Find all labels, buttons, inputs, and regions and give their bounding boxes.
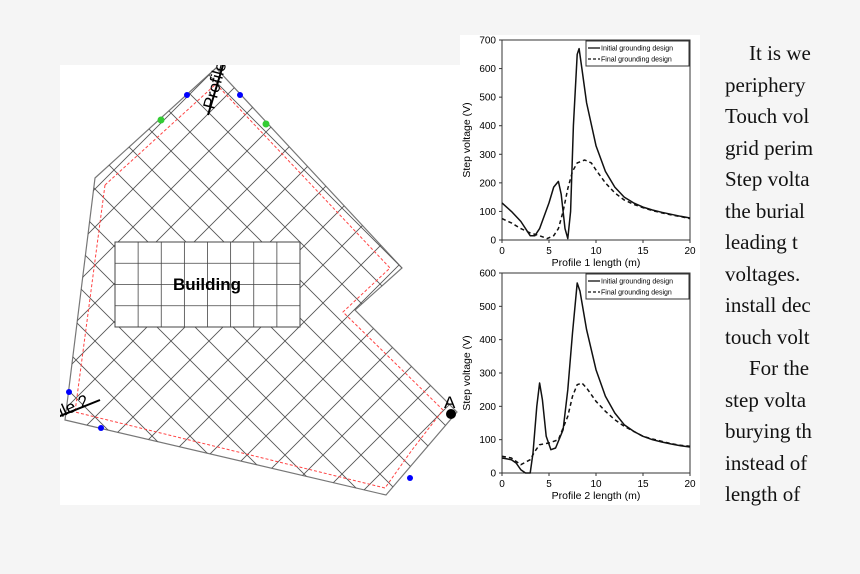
y-tick-label: 600 <box>479 269 496 280</box>
text-line: burying th <box>725 419 812 443</box>
point-a-label: A <box>444 393 456 412</box>
text-line: Step volta <box>725 167 810 191</box>
y-tick-label: 200 <box>479 178 496 189</box>
y-tick-label: 0 <box>490 236 496 247</box>
x-axis-label: Profile 1 length (m) <box>552 257 641 269</box>
text-line: the burial <box>725 198 805 223</box>
text-line: length of <box>725 482 801 506</box>
x-tick-label: 10 <box>590 479 602 490</box>
y-tick-label: 300 <box>479 150 496 161</box>
y-axis-label: Step voltage (V) <box>461 335 473 410</box>
x-tick-label: 20 <box>684 479 696 490</box>
y-tick-label: 300 <box>479 369 496 380</box>
grid-line <box>310 355 457 495</box>
x-tick-label: 20 <box>684 246 696 257</box>
text-line: periphery <box>725 72 806 97</box>
y-tick-label: 700 <box>479 36 496 47</box>
grid-line <box>122 68 457 403</box>
perimeter-conductor <box>74 83 444 489</box>
y-axis-label: Step voltage (V) <box>461 102 473 177</box>
y-tick-label: 100 <box>479 435 496 446</box>
x-tick-label: 0 <box>499 246 505 257</box>
text-line: touch volt <box>725 324 810 349</box>
x-tick-label: 10 <box>590 246 602 257</box>
legend-entry: Initial grounding design <box>601 46 673 53</box>
legend: Initial grounding design Final grounding … <box>585 273 690 300</box>
grid-line <box>65 68 106 111</box>
grid-line <box>426 68 457 99</box>
grid-line <box>65 68 258 263</box>
legend-entry: Final grounding design <box>601 57 672 64</box>
grid-line <box>274 68 457 251</box>
grid-line <box>388 68 457 137</box>
y-tick-label: 0 <box>490 469 496 480</box>
step-voltage-charts: 0 5 10 15 20 0 100 200 300 400 500 600 700 Profile 1 … <box>460 35 700 505</box>
legend: Initial grounding design Final grounding … <box>585 40 690 67</box>
point-a-marker <box>446 409 456 419</box>
y-tick-label: 100 <box>479 207 496 218</box>
text-line: instead of <box>725 450 808 475</box>
y-tick-label: 400 <box>479 121 496 132</box>
grid-line <box>65 153 412 495</box>
grid-line <box>312 68 457 213</box>
series-line-initial <box>501 282 691 474</box>
legend-entry: Final grounding design <box>601 290 672 297</box>
legend-entry: Initial grounding design <box>601 279 673 286</box>
x-tick-label: 5 <box>546 246 552 257</box>
series-line-initial <box>501 47 691 240</box>
grid-line <box>65 457 108 495</box>
grid-line <box>120 165 457 495</box>
x-axis-label: Profile 2 length (m) <box>552 490 641 502</box>
y-tick-label: 400 <box>479 335 496 346</box>
profile-2-label: Profile 2 <box>60 391 92 434</box>
grid-line <box>424 469 457 495</box>
grid-line <box>350 68 457 175</box>
x-tick-label: 0 <box>499 479 505 490</box>
grid-line <box>386 431 457 495</box>
grid-line <box>65 68 372 377</box>
text-line: It is we <box>749 41 811 65</box>
rod-markers <box>66 92 413 481</box>
grid-line <box>65 68 68 73</box>
y-tick-label: 500 <box>479 93 496 104</box>
text-line: voltages. <box>725 261 801 286</box>
building-label: Building <box>173 275 241 294</box>
site-outline <box>64 67 458 496</box>
x-tick-label: 15 <box>637 479 649 490</box>
grid-line <box>65 229 336 495</box>
x-tick-label: 5 <box>546 479 552 490</box>
plot-frame <box>501 272 691 474</box>
grid-line <box>65 68 182 187</box>
series-line-final <box>501 382 691 466</box>
grid-line <box>65 68 410 415</box>
y-tick-label: 600 <box>479 64 496 75</box>
plot-frame <box>501 39 691 241</box>
body-text: It is we periphery Touch vol grid perim Step… <box>725 38 860 511</box>
text-line: Touch vol <box>725 104 810 128</box>
grid-line <box>65 419 146 495</box>
grid-line <box>60 496 69 505</box>
profile-1-label: Profile 1 <box>200 65 234 111</box>
x-tick-label: 15 <box>637 246 649 257</box>
text-line: step volta <box>725 387 807 412</box>
text-line: install dec <box>725 293 811 317</box>
text-line: leading t <box>725 230 798 254</box>
grounding-grid-diagram: Building Profile 1 Profile 2 A <box>27 41 460 505</box>
y-tick-label: 200 <box>479 402 496 413</box>
y-tick-label: 500 <box>479 302 496 313</box>
grid-line <box>65 68 144 149</box>
text-line: For the <box>749 356 810 380</box>
text-line: grid perim <box>725 135 814 160</box>
series-line-final <box>501 159 691 240</box>
grid-line <box>65 68 220 225</box>
grid-line <box>65 191 374 495</box>
